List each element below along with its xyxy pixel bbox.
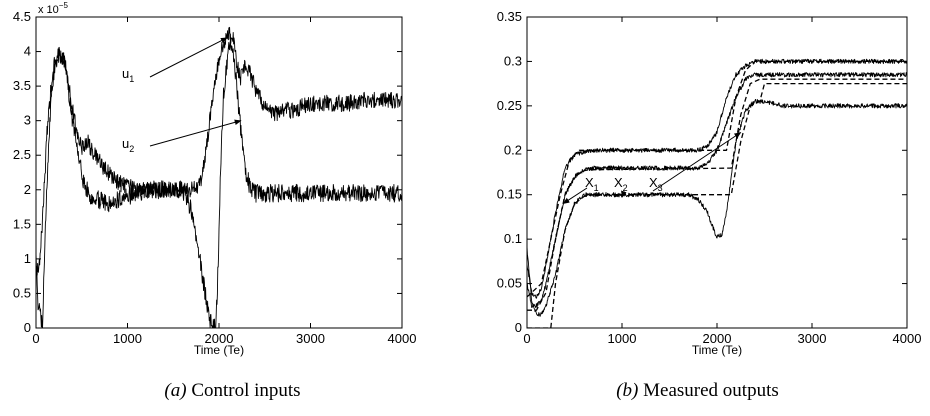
annotation-x1: X1 — [585, 175, 599, 193]
x-tick-label: 0 — [32, 331, 39, 346]
x-tick-label: 2000 — [205, 331, 234, 346]
caption-a-text: Control inputs — [191, 380, 301, 401]
series-line-u1 — [36, 26, 402, 276]
caption-a-letter: (a) — [164, 380, 187, 401]
annotation-arrow — [652, 132, 742, 192]
y-tick-label: 3.5 — [13, 78, 31, 93]
y-tick-label: 0.05 — [497, 276, 522, 291]
x-axis-label: Time (Te) — [692, 343, 742, 357]
x-tick-label: 3000 — [296, 331, 325, 346]
y-tick-label: 0.1 — [504, 231, 522, 246]
y-tick-label: 0 — [24, 320, 31, 335]
y-tick-label: 4.5 — [13, 9, 31, 24]
y-tick-label: 0.35 — [497, 9, 522, 24]
x-tick-label: 4000 — [388, 331, 417, 346]
x-tick-label: 1000 — [608, 331, 637, 346]
y-tick-label: 1 — [24, 251, 31, 266]
annotation-x2: X2 — [614, 175, 628, 193]
x-tick-label: 0 — [523, 331, 530, 346]
y-tick-label: 0 — [515, 320, 522, 335]
series-line-x2-reference — [527, 78, 907, 311]
series-line-x3-reference — [527, 82, 907, 328]
annotation-arrow — [149, 119, 242, 147]
caption-b-letter: (b) — [616, 380, 639, 401]
measured-outputs-chart: 0 1000 2000 3000 4000 0 0.05 0.1 0.15 0.2 0.25 0.3 0… — [497, 9, 922, 357]
x-tick-label: 3000 — [798, 331, 827, 346]
y-tick-label: 0.15 — [497, 187, 522, 202]
plot-frame — [526, 16, 908, 329]
y-tick-label: 2.5 — [13, 147, 31, 162]
x-axis-label: Time (Te) — [194, 343, 244, 357]
caption-b: (b) Measured outputs — [465, 380, 930, 402]
chart-panel-measured-outputs: 0 1000 2000 3000 4000 0 0.05 0.1 0.15 0.2 0.25 0.3 0… — [465, 0, 930, 416]
control-inputs-chart: 0 1000 2000 3000 4000 0 0.5 1 1.5 2 2.5 3 3.5 4 4.5 Tim… — [13, 1, 417, 357]
chart-panel-control-inputs: 0 1000 2000 3000 4000 0 0.5 1 1.5 2 2.5 3 3.5 4 4.5 Tim… — [0, 1, 465, 402]
y-tick-label: 0.3 — [504, 53, 522, 68]
x-tick-label: 2000 — [703, 331, 732, 346]
y-exponent-power: −5 — [59, 1, 69, 10]
annotation-arrow — [149, 37, 228, 78]
annotation-x3: X3 — [649, 175, 663, 193]
y-tick-label: 1.5 — [13, 216, 31, 231]
y-exponent-label: x 10−5 — [38, 1, 68, 16]
y-tick-label: 0.25 — [497, 98, 522, 113]
caption-a: (a) Control inputs — [0, 380, 465, 402]
annotation-u1: u1 — [122, 66, 134, 84]
annotation-u2: u2 — [122, 136, 134, 154]
series-line-x1-reference — [527, 60, 907, 298]
y-tick-label: 3 — [24, 113, 31, 128]
y-tick-label: 0.5 — [13, 285, 31, 300]
series-line-x1 — [527, 58, 907, 299]
y-tick-label: 4 — [24, 44, 31, 59]
annotation-arrow — [621, 190, 627, 199]
x-tick-label: 4000 — [893, 331, 922, 346]
series-line-u2 — [36, 39, 402, 328]
x-tick-label: 1000 — [113, 331, 142, 346]
y-tick-label: 0.2 — [504, 142, 522, 157]
caption-b-text: Measured outputs — [643, 380, 779, 401]
y-tick-label: 2 — [24, 182, 31, 197]
annotation-arrow — [562, 187, 588, 205]
